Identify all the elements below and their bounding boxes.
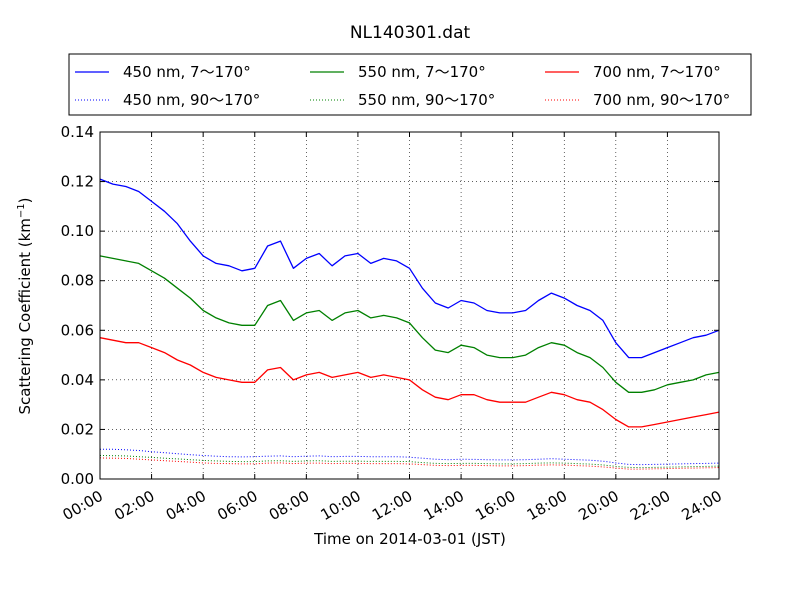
- y-tick-label: 0.02: [61, 420, 94, 438]
- legend-label: 450 nm, 90～170°: [123, 91, 260, 109]
- series-line: [99, 457, 720, 470]
- y-tick-label: 0.04: [61, 371, 94, 389]
- y-tick-label: 0.06: [61, 321, 94, 339]
- legend-label: 700 nm, 90～170°: [593, 91, 730, 109]
- y-axis-label: Scattering Coefficient (km−1): [16, 197, 34, 414]
- legend-label: 550 nm, 90～170°: [358, 91, 495, 109]
- y-tick-label: 0.08: [61, 272, 94, 290]
- legend-label: 550 nm, 7～170°: [358, 63, 486, 81]
- series-line: [99, 255, 720, 393]
- chart-title: NL140301.dat: [350, 23, 471, 43]
- y-tick-label: 0.00: [61, 470, 94, 488]
- legend: 450 nm, 7～170° 550 nm, 7～170° 700 nm, 7～17…: [68, 53, 752, 116]
- legend-label: 450 nm, 7～170°: [123, 63, 251, 81]
- y-axis-label-main: Scattering Coefficient (km: [16, 218, 34, 414]
- y-axis-label-superscript: −1: [16, 203, 27, 218]
- y-tick-label: 0.14: [61, 123, 94, 141]
- series-line: [99, 337, 720, 428]
- y-tick-label: 0.10: [61, 222, 94, 240]
- x-axis-label: Time on 2014-03-01 (JST): [313, 530, 506, 548]
- series-layer: [99, 178, 720, 470]
- y-tick-label: 0.12: [61, 173, 94, 191]
- series-line: [99, 178, 720, 359]
- legend-label: 700 nm, 7～170°: [593, 63, 721, 81]
- y-axis-label-tail: ): [16, 197, 34, 203]
- legend-frame: [68, 53, 752, 116]
- series-line: [99, 455, 720, 469]
- series-line: [100, 448, 720, 466]
